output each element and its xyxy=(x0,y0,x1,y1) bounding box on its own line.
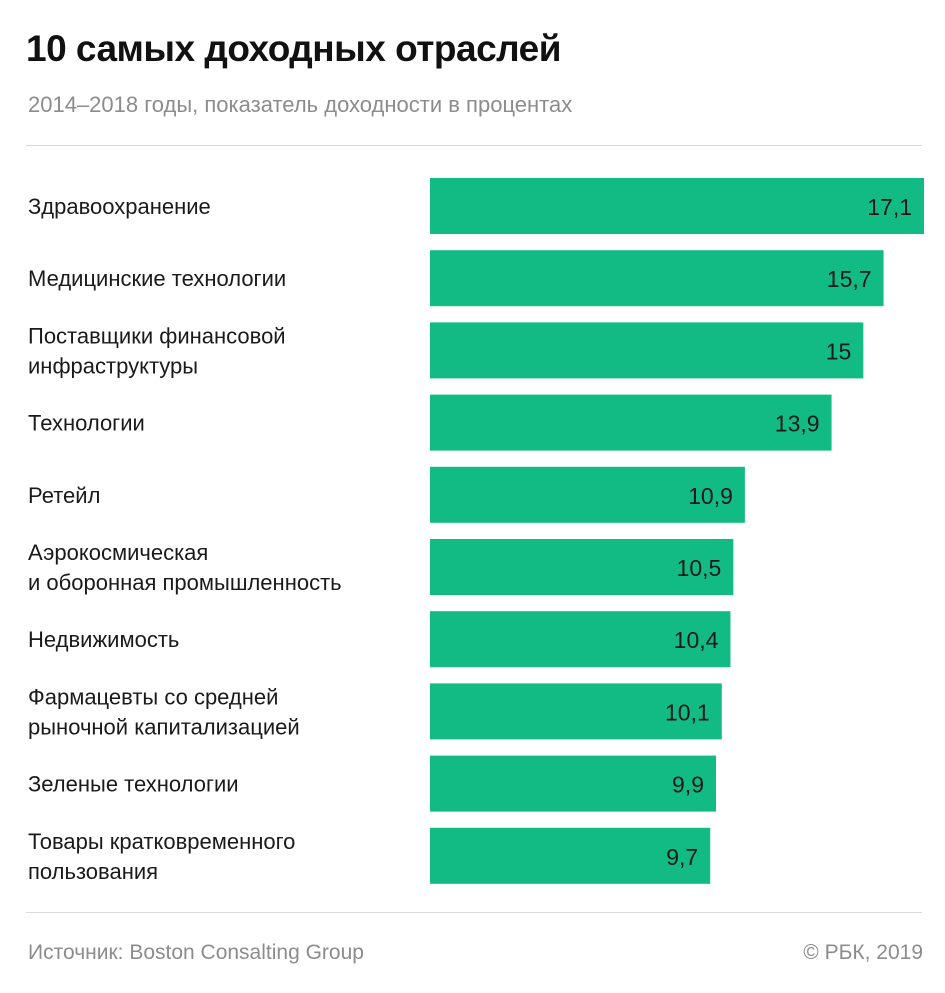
copyright-credit: © РБК, 2019 xyxy=(803,941,923,964)
bar-5 xyxy=(430,466,745,523)
bar-1 xyxy=(430,178,924,234)
chart-title: 10 самых доходных отраслей xyxy=(26,28,562,69)
category-label-line: инфраструктуры xyxy=(28,353,198,378)
bar-10 xyxy=(430,827,711,884)
value-label-9: 9,9 xyxy=(672,772,704,798)
category-label-3: Поставщики финансовой инфраструктуры xyxy=(28,323,286,378)
value-label-10: 9,7 xyxy=(666,844,698,870)
category-label-6: Аэрокосмическая и оборонная промышленност… xyxy=(28,540,342,595)
bar-2 xyxy=(430,250,884,307)
chart-subtitle: 2014–2018 годы, показатель доходности в … xyxy=(28,92,573,117)
category-label-line: Фармацевты со средней xyxy=(28,684,278,709)
category-label-10: Товары кратковременного пользования xyxy=(28,829,295,884)
category-label-line: Товары кратковременного xyxy=(28,829,295,854)
category-label-9: Зеленые технологии xyxy=(28,772,239,797)
category-label-line: Ретейл xyxy=(28,483,100,508)
bar-7 xyxy=(430,611,731,668)
category-label-2: Медицинские технологии xyxy=(28,266,286,291)
value-label-5: 10,9 xyxy=(688,483,733,509)
bar-9 xyxy=(430,755,716,812)
category-label-line: рыночной капитализацией xyxy=(28,714,300,739)
bottom-divider xyxy=(26,912,922,913)
category-label-8: Фармацевты со средней рыночной капитализа… xyxy=(28,684,300,739)
top-divider xyxy=(26,145,922,146)
value-label-1: 17,1 xyxy=(867,194,912,220)
category-label-4: Технологии xyxy=(28,411,145,436)
category-label-7: Недвижимость xyxy=(28,627,179,652)
value-label-2: 15,7 xyxy=(827,266,872,292)
category-label-line: Поставщики финансовой xyxy=(28,323,286,348)
category-label-line: и оборонная промышленность xyxy=(28,570,342,595)
category-label-line: пользования xyxy=(28,859,158,884)
category-label-line: Медицинские технологии xyxy=(28,266,286,291)
bar-3 xyxy=(430,322,864,379)
value-label-8: 10,1 xyxy=(665,699,710,725)
value-label-6: 10,5 xyxy=(677,555,722,581)
bar-4 xyxy=(430,394,832,451)
value-label-3: 15 xyxy=(826,338,852,364)
category-label-1: Здравоохранение xyxy=(28,194,211,219)
category-label-line: Недвижимость xyxy=(28,627,179,652)
value-label-7: 10,4 xyxy=(674,627,719,653)
category-label-line: Аэрокосмическая xyxy=(28,540,208,565)
bar-6 xyxy=(430,539,734,595)
category-label-line: Технологии xyxy=(28,411,145,436)
value-label-4: 13,9 xyxy=(775,411,820,437)
source-note: Источник: Boston Consalting Group xyxy=(28,941,364,964)
category-label-line: Здравоохранение xyxy=(28,194,211,219)
bar-8 xyxy=(430,683,722,740)
category-label-line: Зеленые технологии xyxy=(28,772,239,797)
category-label-5: Ретейл xyxy=(28,483,100,508)
